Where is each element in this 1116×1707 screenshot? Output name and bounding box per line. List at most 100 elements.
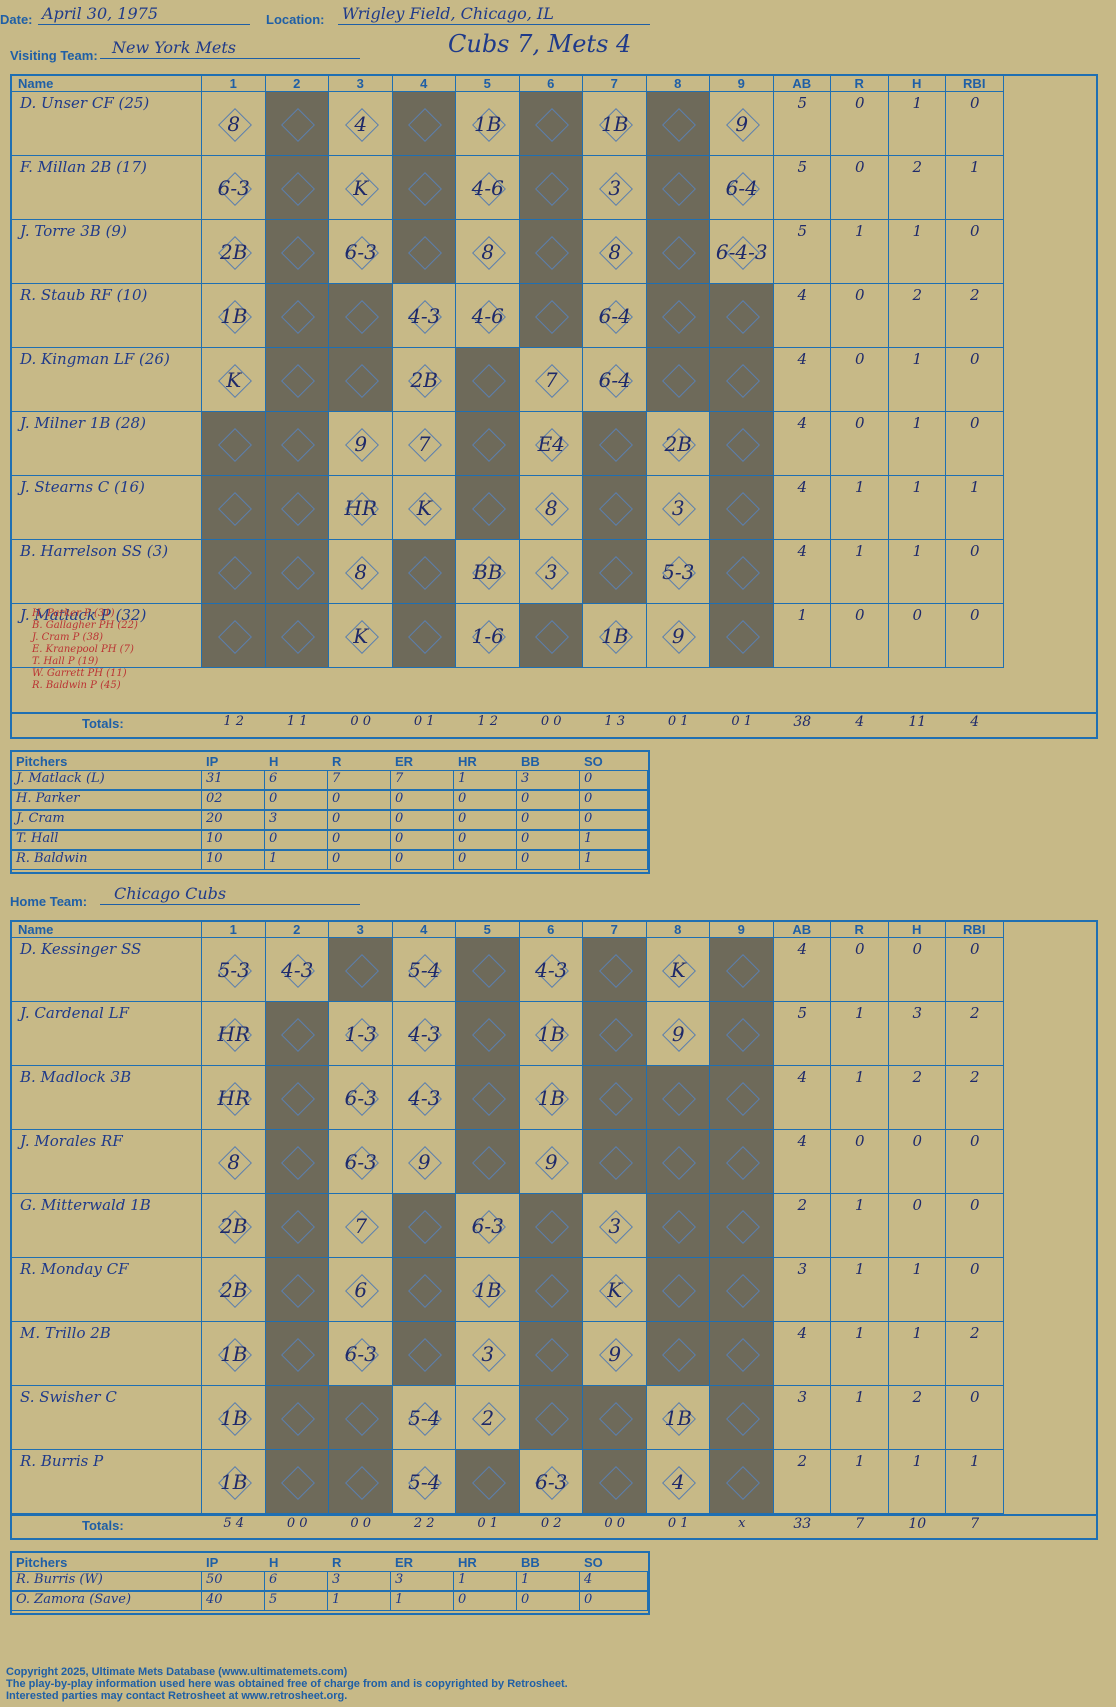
stat-rbi: 1	[969, 1452, 980, 1470]
inning-cell	[265, 412, 329, 476]
name-cell	[12, 476, 202, 540]
pitch-cell	[391, 1571, 454, 1591]
inning-cell: K	[202, 348, 266, 412]
pitch-col-1: IP	[206, 754, 219, 769]
pitch-cell	[580, 1591, 648, 1611]
base-diamond	[471, 1146, 506, 1180]
stat-cell	[946, 1322, 1004, 1386]
pitch-cell	[454, 1591, 517, 1611]
stat-cell	[888, 540, 946, 604]
player-name: M. Trillo 2B	[20, 1324, 111, 1342]
stat-cell	[946, 1258, 1004, 1322]
pitch-cell	[580, 790, 648, 810]
player-name: F. Millan 2B (17)	[20, 158, 147, 176]
inning-cell	[456, 476, 520, 540]
stat-cell	[946, 1450, 1004, 1514]
inning-cell: 1B	[519, 1002, 583, 1066]
stat-r: 0	[854, 350, 865, 368]
play-mark: HR	[217, 1086, 251, 1110]
base-diamond	[725, 620, 760, 654]
col-header-4: 4	[392, 76, 456, 92]
player-name: J. Stearns C (16)	[20, 478, 145, 496]
play-mark: 7	[544, 368, 558, 392]
inning-cell: 3	[646, 476, 710, 540]
stat-h: 1	[912, 1260, 923, 1278]
play-mark: 4-3	[408, 1086, 441, 1110]
play-mark: 6-3	[535, 1470, 568, 1494]
stat-h: 1	[912, 222, 923, 240]
stat-h: 2	[912, 158, 923, 176]
stat-rbi: 1	[969, 478, 980, 496]
base-diamond	[535, 1274, 570, 1308]
inning-cell: 1-6	[456, 604, 520, 668]
play-mark: 6-3	[344, 240, 377, 264]
footer-retrosheet: The play-by-play information used here w…	[6, 1678, 568, 1690]
inning-cell: 6-3	[519, 1450, 583, 1514]
play-mark: 5-3	[217, 958, 250, 982]
pitch-value: 0	[458, 1592, 467, 1607]
pitch-value: 0	[584, 771, 593, 786]
stat-h: 1	[912, 414, 923, 432]
inning-cell	[583, 1386, 647, 1450]
col-header-13: RBI	[946, 76, 1004, 92]
play-mark: 3	[544, 560, 558, 584]
inning-cell	[583, 1450, 647, 1514]
player-name: B. Madlock 3B	[20, 1068, 132, 1086]
pitch-value: 1	[332, 1592, 341, 1607]
inning-cell	[265, 1130, 329, 1194]
play-mark: E4	[537, 432, 565, 456]
inning-cell	[646, 92, 710, 156]
inning-cell	[583, 540, 647, 604]
stat-cell	[831, 284, 889, 348]
substitute: H. Parker P (31)	[32, 608, 115, 619]
stat-r: 1	[854, 1452, 865, 1470]
inning-cell: 4-3	[519, 938, 583, 1002]
base-diamond	[281, 1466, 316, 1500]
pitch-value: 0	[395, 791, 404, 806]
inning-cell: 5-3	[646, 540, 710, 604]
stat-cell	[946, 1002, 1004, 1066]
pitch-cell	[202, 1571, 265, 1591]
inning-cell: 5-4	[392, 1450, 456, 1514]
stat-r: 1	[854, 542, 865, 560]
pitch-cell	[265, 790, 328, 810]
inning-cell	[265, 1450, 329, 1514]
base-diamond	[725, 300, 760, 334]
base-diamond	[344, 954, 379, 988]
game-total: 4	[970, 714, 980, 730]
player-name: J. Milner 1B (28)	[20, 414, 146, 432]
base-diamond	[535, 236, 570, 270]
base-diamond	[281, 1082, 316, 1116]
stat-cell	[831, 156, 889, 220]
stat-cell	[831, 1450, 889, 1514]
inning-cell: 2B	[202, 220, 266, 284]
inning-cell: 6-3	[329, 220, 393, 284]
pitch-value: 3	[521, 771, 530, 786]
stat-cell	[773, 476, 831, 540]
inning-cell: 6-4	[583, 284, 647, 348]
pitch-cell	[202, 790, 265, 810]
inning-cell: 9	[392, 1130, 456, 1194]
pitch-value: 7	[332, 771, 341, 786]
play-mark: 4	[354, 112, 368, 136]
game-location: Wrigley Field, Chicago, IL	[342, 4, 554, 23]
name-cell	[12, 156, 202, 220]
inning-cell: 6-3	[456, 1194, 520, 1258]
pitch-cell	[517, 770, 580, 790]
inning-cell: K	[583, 1258, 647, 1322]
col-header-11: R	[831, 922, 889, 938]
play-mark: 6-4-3	[715, 240, 768, 264]
base-diamond	[535, 1338, 570, 1372]
inning-cell: 4	[329, 92, 393, 156]
inning-cell	[710, 476, 774, 540]
base-diamond	[217, 620, 252, 654]
inning-cell	[202, 540, 266, 604]
inning-cell: 4-3	[392, 284, 456, 348]
inning-cell	[583, 412, 647, 476]
inning-total: 2 2	[413, 1516, 435, 1531]
inning-cell: 3	[456, 1322, 520, 1386]
stat-cell	[888, 156, 946, 220]
inning-cell	[265, 1002, 329, 1066]
stat-ab: 5	[797, 158, 808, 176]
inning-cell: 1B	[202, 1322, 266, 1386]
